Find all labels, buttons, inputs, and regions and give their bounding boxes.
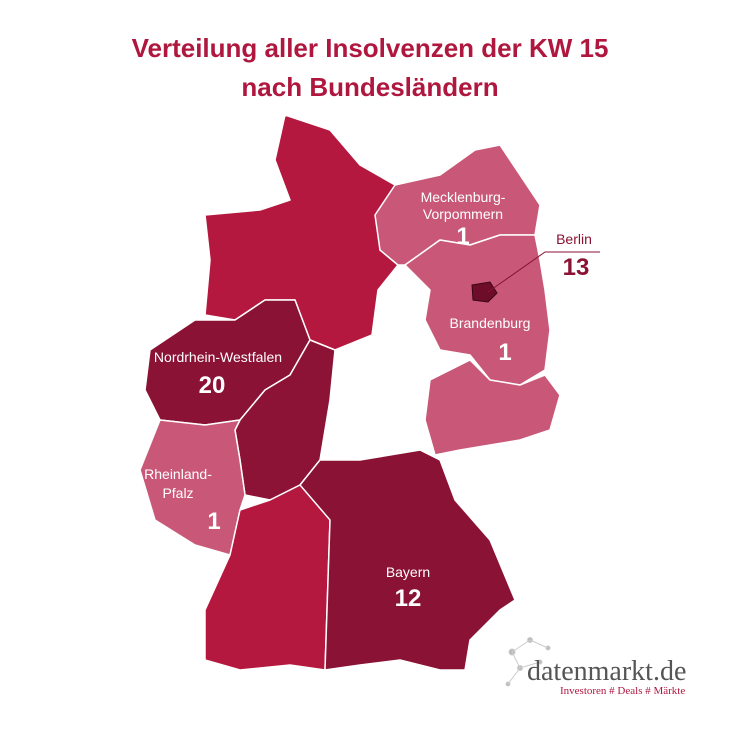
region-value: 13 (563, 254, 590, 281)
logo-tagline: Investoren # Deals # Märkte (560, 685, 685, 697)
region-name: Brandenburg (450, 315, 531, 331)
region-name: Mecklenburg- (421, 189, 506, 205)
region-value: 1 (456, 223, 469, 250)
region-sachsen (424, 359, 561, 456)
region-name: Berlin (556, 231, 592, 247)
germany-map (139, 114, 600, 671)
leader-line (487, 251, 600, 293)
labels: Mecklenburg- Vorpommern 1 Berlin 13 Bran… (144, 189, 592, 612)
region-name: Nordrhein-Westfalen (154, 349, 282, 365)
region-rp (139, 419, 246, 556)
region-north (204, 114, 399, 351)
region-brandenburg (404, 234, 551, 386)
logo-name: datenmarkt.de (527, 656, 686, 687)
region-name: Vorpommern (423, 206, 503, 222)
region-name: Rheinland- (144, 466, 212, 482)
region-value: 12 (395, 585, 422, 612)
title: Verteilung aller Insolvenzen der KW 15 (132, 33, 609, 63)
region-berlin (471, 281, 498, 303)
region-value: 1 (498, 339, 511, 366)
logo: datenmarkt.de Investoren # Deals # Märkt… (505, 637, 686, 697)
region-name: Pfalz (162, 485, 193, 501)
region-name: Bayern (386, 564, 430, 580)
region-value: 20 (199, 372, 226, 399)
region-bayern (299, 449, 516, 671)
region-value: 1 (207, 508, 220, 535)
title: nach Bundesländern (241, 72, 498, 102)
